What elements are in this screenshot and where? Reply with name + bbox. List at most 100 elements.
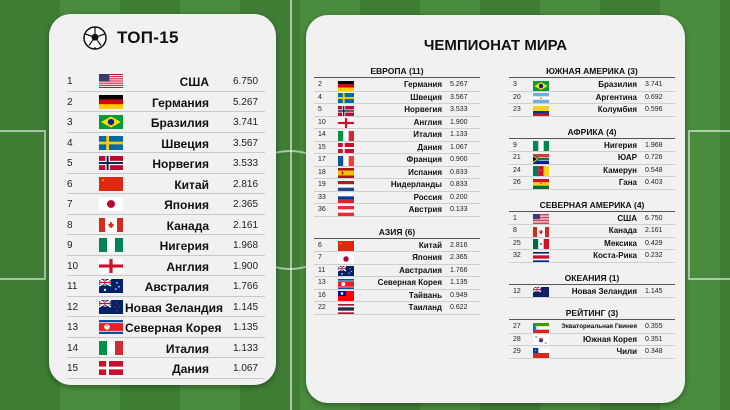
rating-score: 3.533: [233, 158, 259, 169]
rating-score: 1.067: [450, 143, 468, 151]
flag-nigeria-icon: [99, 238, 123, 252]
table-row: 20 Аргентина 0.692: [509, 92, 675, 104]
flag-france-icon: [338, 155, 354, 166]
table-row: 6 Китай 2.816: [314, 240, 480, 252]
rank-number: 26: [513, 179, 521, 186]
rating-score: 0.355: [645, 323, 663, 330]
table-row: 5 Норвегия 3.533: [67, 153, 265, 174]
soccer-ball-icon: [83, 26, 107, 50]
table-row: 21 ЮАР 0.726: [509, 152, 675, 165]
country-name: США: [179, 75, 209, 89]
flag-spain-icon: [338, 168, 354, 178]
table-row: 3 Бразилия 3.741: [509, 79, 675, 92]
country-name: Южная Корея: [583, 334, 637, 344]
rating-score: 5.267: [233, 96, 259, 108]
flag-japan-icon: [99, 197, 123, 211]
table-row: 36 Австрия 0.133: [314, 204, 480, 217]
flag-australia-icon: [99, 279, 123, 293]
table-row: 2 Германия 5.267: [314, 79, 480, 92]
rank-number: 9: [67, 240, 73, 251]
flag-england-icon: [338, 118, 354, 128]
rating-score: 1.900: [450, 118, 468, 126]
flag-costarica-icon: [533, 251, 549, 262]
pitch-right-box: [688, 130, 730, 280]
rating-score: 2.161: [233, 219, 259, 231]
country-name: Нигерия: [604, 140, 637, 150]
rating-score: 2.365: [450, 254, 468, 261]
rating-score: 0.429: [645, 239, 663, 247]
table-row: 10 Англия 1.900: [67, 256, 265, 276]
flag-usa-icon: [99, 74, 123, 88]
flag-italy-icon: [99, 340, 123, 355]
table-row: 29 Чили 0.348: [509, 346, 675, 359]
table-row: 3 Бразилия 3.741: [67, 112, 265, 133]
rank-number: 22: [318, 304, 326, 311]
rating-score: 0.622: [450, 304, 468, 311]
rank-number: 36: [318, 206, 326, 213]
rank-number: 27: [513, 323, 521, 330]
group-header: ЮЖНАЯ АМЕРИКА (3): [509, 64, 675, 78]
rank-number: 4: [67, 137, 73, 149]
flag-brazil-icon: [99, 115, 123, 129]
flag-newzealand-icon: [99, 299, 123, 314]
country-name: Испания: [408, 167, 442, 177]
country-name: Австралия: [144, 280, 209, 294]
worldcup-title: ЧЕМПИОНАТ МИРА: [423, 37, 568, 54]
country-name: Северная Корея: [125, 321, 222, 335]
country-name: Бразилия: [598, 80, 637, 89]
table-row: 18 Испания 0.833: [314, 167, 480, 179]
top15-list: 1 США 6.750 2 Германия 5.267 3 Бразилия 3.741 4 Шв…: [67, 71, 265, 379]
table-row: 11 Австралия 1.766: [67, 276, 265, 297]
flag-china-icon: [338, 241, 354, 251]
rank-number: 16: [318, 291, 326, 299]
rating-score: 0.833: [450, 168, 468, 176]
table-row: 15 Дания 1.067: [67, 358, 265, 379]
rank-number: 1: [67, 76, 73, 87]
table-row: 5 Норвегия 3.533: [314, 104, 480, 117]
country-name: Канада: [608, 226, 637, 235]
rating-score: 2.161: [645, 227, 663, 234]
flag-sweden-icon: [99, 135, 123, 150]
table-row: 6 Китай 2.816: [67, 174, 265, 194]
flag-taiwan-icon: [338, 291, 354, 301]
flag-brazil-icon: [533, 80, 549, 91]
group-header: АФРИКА (4): [509, 125, 675, 139]
rating-score: 6.750: [645, 214, 663, 222]
flag-denmark-icon: [338, 143, 354, 153]
country-name: Аргентина: [595, 92, 637, 102]
country-name: Германия: [403, 80, 442, 89]
rank-number: 28: [513, 335, 521, 343]
table-row: 19 Нидерланды 0.833: [314, 179, 480, 192]
rating-score: 0.133: [450, 206, 468, 213]
country-name: Камерун: [603, 165, 637, 175]
rank-number: 18: [318, 168, 326, 176]
table-row: 23 Колумбия 0.596: [509, 104, 675, 117]
rating-score: 6.750: [233, 76, 259, 87]
rating-score: 1.900: [233, 260, 259, 272]
table-row: 12 Новая Зеландия 1.145: [509, 286, 675, 298]
flag-chile-icon: [533, 347, 549, 358]
country-name: Швеция: [410, 92, 442, 102]
rank-number: 15: [67, 363, 79, 374]
country-name: Чили: [616, 347, 637, 356]
table-row: 24 Камерун 0.548: [509, 165, 675, 177]
table-row: 26 Гана 0.403: [509, 177, 675, 190]
country-name: Нигерия: [159, 239, 209, 253]
rank-number: 5: [67, 158, 73, 169]
rank-number: 7: [318, 254, 322, 261]
country-name: Норвегия: [404, 105, 442, 114]
flag-denmark-icon: [99, 361, 123, 375]
group-header: ОКЕАНИЯ (1): [509, 271, 675, 285]
rank-number: 33: [318, 193, 326, 201]
rank-number: 19: [318, 181, 326, 188]
rank-number: 13: [67, 322, 79, 333]
rating-score: 0.403: [645, 179, 663, 186]
flag-ghana-icon: [533, 178, 549, 189]
group-header: РЕЙТИНГ (3): [509, 306, 675, 320]
group-gap: [314, 217, 480, 225]
table-row: 14 Италия 1.133: [314, 129, 480, 142]
country-name: Германия: [151, 95, 209, 110]
flag-northkorea-icon: [99, 320, 123, 334]
country-name: Мексика: [604, 238, 637, 248]
rank-number: 17: [318, 156, 326, 163]
